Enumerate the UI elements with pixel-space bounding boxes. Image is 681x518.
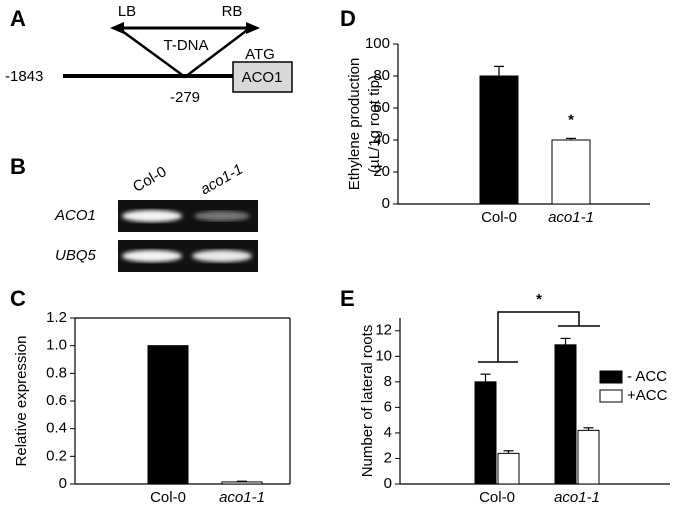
bar (551, 139, 591, 205)
error-bar (480, 373, 491, 382)
y-tick-label: 100 (365, 35, 390, 52)
x-tick-label: Col-0 (481, 209, 517, 226)
start-label: -1843 (5, 68, 43, 85)
arrowhead (246, 22, 260, 34)
bar (474, 381, 497, 485)
y-tick-label: 0.4 (46, 420, 67, 437)
y-tick-label: 0 (59, 475, 67, 492)
rb-label: RB (222, 3, 243, 20)
error-bar (583, 427, 594, 431)
error-bar (494, 65, 504, 76)
y-tick-label: 4 (384, 424, 392, 441)
y-tick-label: 1.2 (46, 309, 67, 326)
row-label: ACO1 (54, 207, 96, 224)
atg-label: ATG (245, 46, 275, 63)
band (194, 211, 250, 221)
y-axis-label: Ethylene production (346, 58, 363, 191)
bar (577, 429, 600, 485)
gene-label: ACO1 (242, 69, 283, 86)
bar (221, 481, 263, 485)
y-tick-label: 10 (375, 347, 392, 364)
arrowhead (110, 22, 124, 34)
panel-label: B (10, 154, 26, 179)
gene-box (232, 61, 293, 93)
legend-label: +ACC (627, 387, 668, 404)
error-bar (503, 450, 514, 454)
band (122, 250, 182, 262)
y-tick-label: 0.6 (46, 392, 67, 409)
y-tick-label: 0 (382, 195, 390, 212)
error-bar (237, 480, 247, 482)
insertion-label: -279 (170, 89, 200, 106)
bar (497, 452, 520, 485)
y-tick-label: 0.2 (46, 447, 67, 464)
band (122, 210, 182, 222)
y-tick-label: 6 (384, 398, 392, 415)
lane-label: Col-0 (130, 163, 170, 196)
y-tick-label: 0 (384, 475, 392, 492)
y-tick-label: 80 (373, 67, 390, 84)
x-tick-label: Col-0 (479, 489, 515, 506)
y-axis-label: Number of lateral roots (359, 325, 376, 478)
row-label: UBQ5 (55, 247, 97, 264)
bar (479, 75, 519, 205)
y-tick-label: 12 (375, 322, 392, 339)
panel-label: A (10, 6, 26, 31)
y-axis-label: Relative expression (13, 336, 30, 467)
y-tick-label: 60 (373, 99, 390, 116)
y-tick-label: 0.8 (46, 364, 67, 381)
annotation: * (536, 291, 542, 308)
error-bar (566, 137, 576, 140)
legend-swatch (599, 370, 623, 384)
y-axis-label: (µL/1g root tip) (366, 75, 383, 173)
legend-label: - ACC (627, 368, 667, 385)
y-tick-label: 40 (373, 131, 390, 148)
x-tick-label: Col-0 (150, 489, 186, 506)
legend-swatch (599, 389, 623, 403)
x-tick-label: aco1-1 (219, 489, 265, 506)
band (192, 250, 252, 262)
annotation: * (568, 111, 574, 128)
tdna-triangle (117, 26, 251, 79)
y-tick-label: 2 (384, 449, 392, 466)
error-bar (560, 337, 571, 345)
y-tick-label: 8 (384, 373, 392, 390)
y-tick-label: 20 (373, 163, 390, 180)
panel-label: E (340, 286, 355, 311)
bar (147, 345, 189, 485)
tdna-label: T-DNA (164, 37, 209, 54)
panel-label: D (340, 6, 356, 31)
x-tick-label: aco1-1 (548, 209, 594, 226)
x-tick-label: aco1-1 (554, 489, 600, 506)
lane-label: aco1-1 (198, 161, 246, 199)
bar (554, 344, 577, 485)
y-tick-label: 1.0 (46, 337, 67, 354)
panel-label: C (10, 286, 26, 311)
lb-label: LB (118, 3, 136, 20)
bracket (497, 311, 580, 362)
